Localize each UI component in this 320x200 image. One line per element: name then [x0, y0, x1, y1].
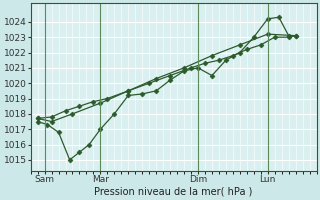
- X-axis label: Pression niveau de la mer( hPa ): Pression niveau de la mer( hPa ): [94, 187, 253, 197]
